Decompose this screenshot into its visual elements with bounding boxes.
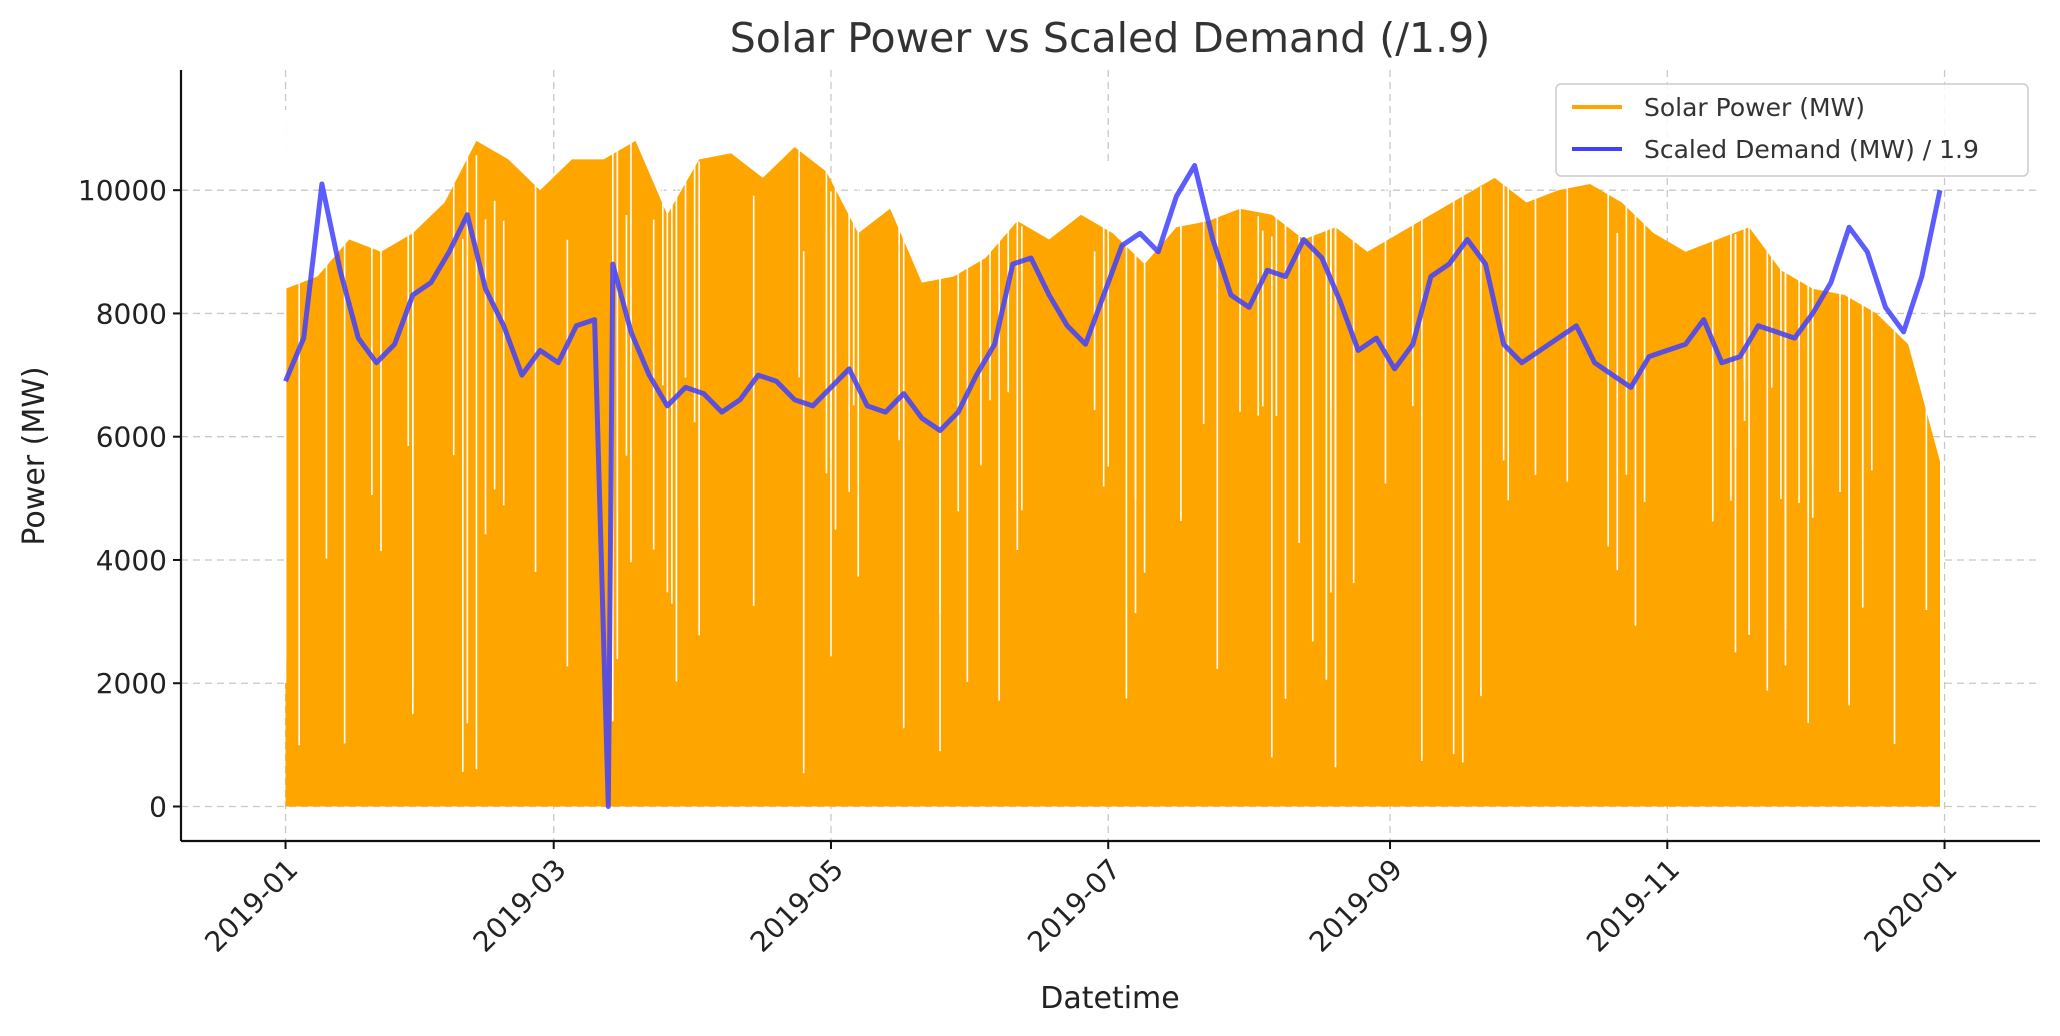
- y-tick-label: 2000: [96, 667, 167, 700]
- y-tick-label: 4000: [96, 544, 167, 577]
- y-tick-label: 8000: [96, 297, 167, 330]
- series-scaled-demand: [283, 163, 1943, 809]
- y-tick-label: 0: [149, 790, 167, 823]
- x-axis-label: Datetime: [1040, 981, 1179, 1016]
- x-tick-label: 2019-05: [744, 853, 850, 959]
- chart-title: Solar Power vs Scaled Demand (/1.9): [730, 14, 1490, 62]
- legend-box: [1555, 83, 2029, 177]
- x-tick-label: 2019-01: [198, 853, 304, 959]
- legend-entry-solar: Solar Power (MW): [1644, 93, 1865, 122]
- y-axis-label: Power (MW): [17, 366, 52, 545]
- legend: Solar Power (MW) Scaled Demand (MW) / 1.…: [1555, 83, 2029, 177]
- x-tick-label: 2019-11: [1580, 853, 1686, 959]
- x-tick-label: 2019-07: [1021, 853, 1127, 959]
- y-tick-label: 10000: [78, 174, 167, 207]
- x-tick-label: 2019-03: [467, 853, 573, 959]
- y-tick-label: 6000: [96, 421, 167, 454]
- legend-entry-demand: Scaled Demand (MW) / 1.9: [1644, 135, 1979, 164]
- series-layer: [283, 98, 1943, 809]
- x-tick-label: 2020-01: [1857, 853, 1963, 959]
- axes: [179, 70, 2040, 843]
- series-solar-power: [285, 140, 1940, 807]
- x-tick-label: 2019-09: [1303, 853, 1409, 959]
